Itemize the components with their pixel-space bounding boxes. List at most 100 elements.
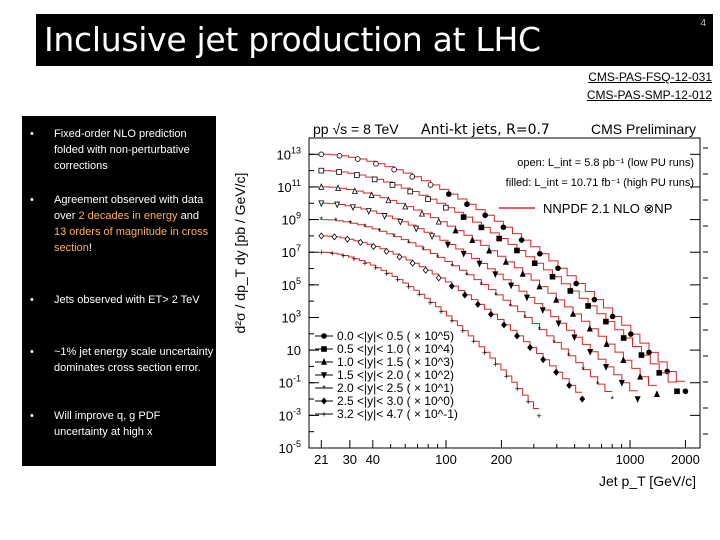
data-point: +: [515, 384, 520, 394]
plot-energy-label: pp √s = 8 TeV: [313, 121, 399, 137]
data-point: [571, 334, 578, 342]
series-legend-label: 2.5 <|y|< 3.0 ( × 10^0): [337, 394, 454, 408]
data-point: [318, 232, 325, 240]
data-point: [321, 333, 327, 339]
data-point: [628, 331, 634, 337]
data-point: +: [321, 410, 326, 420]
data-point: [531, 260, 538, 267]
data-point: [336, 152, 343, 159]
data-point: [549, 273, 556, 280]
data-point: [478, 224, 485, 231]
data-point: [488, 310, 494, 318]
data-point: *: [392, 232, 396, 242]
title-bar: Inclusive jet production at LHC 4: [36, 14, 713, 66]
data-point: [539, 307, 546, 314]
data-point: *: [538, 325, 542, 335]
data-point: +: [504, 371, 509, 381]
data-point: [425, 196, 431, 202]
data-point: [365, 208, 372, 215]
theory-curve: [321, 153, 686, 382]
data-point: *: [450, 261, 454, 271]
data-point: *: [581, 365, 585, 375]
data-point: [409, 173, 416, 180]
data-point: [448, 282, 455, 290]
bullet-panel: • Fixed-order NLO prediction folded with …: [22, 116, 216, 466]
y-tick-label: 10-1: [279, 374, 301, 391]
data-point: [320, 358, 328, 365]
data-point: [500, 224, 507, 231]
bullet-text: ~1% jet energy scale uncertainty dominat…: [54, 344, 214, 376]
data-point: *: [421, 245, 425, 255]
data-point: [646, 349, 652, 356]
data-point: [429, 233, 436, 240]
cross-section-plot: 1013 1011 109 107 105 103 10 10-1 10-3 10-5 21 30 40…: [232, 121, 708, 489]
data-point: +: [482, 348, 487, 358]
theory-curve: [321, 251, 539, 409]
data-point: [318, 151, 325, 158]
reference-link-1[interactable]: CMS-PAS-FSQ-12-031: [588, 70, 712, 84]
data-point: [349, 204, 356, 212]
x-tick-label: 1000: [616, 452, 645, 467]
reference-link-2[interactable]: CMS-PAS-SMP-12-012: [586, 88, 712, 102]
data-point: [444, 241, 451, 249]
data-point: [464, 201, 470, 208]
bullet-text-run: Jets observed with ET> 2 TeV: [54, 294, 200, 306]
data-point: +: [395, 275, 400, 285]
data-point: +: [438, 307, 443, 317]
data-point: +: [428, 298, 433, 308]
data-point: [357, 238, 364, 246]
bullet-text-run: Agreement observed with data over: [54, 194, 204, 222]
data-point: [435, 217, 442, 225]
data-point: [482, 212, 488, 219]
data-point: +: [362, 258, 367, 268]
bullet-marker: •: [30, 194, 34, 206]
data-point: *: [436, 253, 440, 263]
data-point: +: [384, 269, 389, 279]
bullet-text: Jets observed with ET> 2 TeV: [54, 292, 214, 308]
highlighted-text: 13 orders of magnitude in cross section: [54, 226, 209, 254]
bullet-marker: •: [30, 128, 34, 140]
theory-curve: [321, 170, 677, 383]
data-point: [427, 182, 434, 188]
series-legend-label: 1.5 <|y|< 2.0 ( × 10^2): [337, 368, 454, 382]
bullet-marker: •: [30, 294, 34, 306]
data-point: *: [334, 216, 338, 226]
lumi-legend-open: open: L_int = 5.8 pb⁻¹ (low PU runs): [517, 157, 694, 169]
data-point: [553, 296, 560, 303]
data-point: [501, 321, 507, 329]
data-point: [653, 390, 660, 397]
data-point: *: [378, 227, 382, 237]
data-point: *: [596, 380, 600, 390]
data-point: *: [320, 215, 324, 225]
data-point: *: [523, 313, 527, 323]
data-point: [527, 344, 533, 352]
bullet-marker: •: [30, 346, 34, 358]
y-tick-label: 1011: [277, 178, 301, 195]
data-point: [603, 318, 609, 325]
data-point: *: [349, 219, 353, 229]
y-tick-label: 109: [282, 211, 301, 228]
data-point: [318, 167, 325, 174]
data-point: +: [406, 282, 411, 292]
y-tick-label: 105: [282, 276, 301, 293]
data-point: [391, 166, 397, 173]
x-tick-label: 40: [366, 452, 380, 467]
data-point: +: [536, 411, 541, 421]
data-point: [407, 188, 414, 195]
data-point: [566, 381, 573, 389]
data-point: *: [407, 238, 411, 248]
data-point: [492, 271, 499, 278]
data-point: +: [351, 254, 356, 264]
data-point: [422, 266, 429, 274]
data-point: [674, 388, 680, 395]
data-point: [620, 356, 627, 363]
data-point: *: [322, 384, 326, 394]
data-point: +: [449, 316, 454, 326]
data-point: [320, 372, 328, 379]
data-point: [603, 364, 610, 371]
data-point: [514, 247, 520, 254]
data-point: [460, 214, 467, 220]
data-point: [567, 288, 574, 294]
data-point: [536, 282, 543, 290]
data-point: [413, 225, 420, 233]
